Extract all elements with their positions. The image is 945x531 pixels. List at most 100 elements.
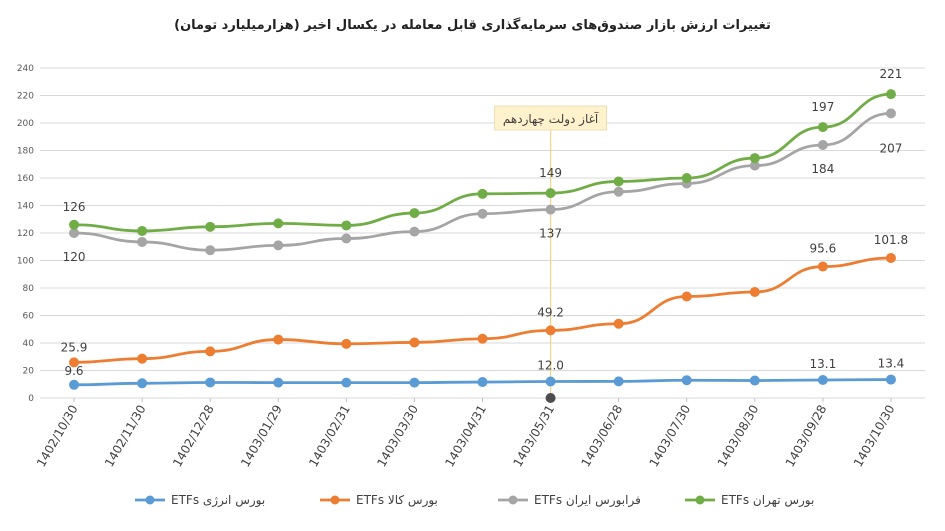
chart-title: تغییرات ارزش بازار صندوق‌های سرمایه‌گذار… — [174, 18, 771, 33]
data-point — [69, 379, 80, 390]
data-point — [885, 374, 896, 385]
x-tick-label: 1403/07/30 — [647, 403, 694, 470]
x-tick-label: 1403/02/31 — [306, 403, 353, 470]
legend-marker — [508, 495, 518, 505]
x-tick-label: 1402/10/30 — [34, 403, 81, 470]
data-label: 101.8 — [874, 233, 908, 247]
y-tick-label: 200 — [17, 119, 34, 129]
data-point — [477, 333, 488, 344]
data-point — [341, 220, 352, 231]
data-point — [341, 233, 352, 244]
data-label: 25.9 — [61, 340, 88, 354]
data-point — [409, 377, 420, 388]
data-point — [613, 318, 624, 329]
data-point — [681, 173, 692, 183]
series-line — [74, 256, 891, 364]
data-label: 13.4 — [878, 357, 905, 371]
x-tick-label: 1402/11/30 — [102, 403, 149, 470]
data-point — [69, 219, 80, 230]
data-label: 95.6 — [810, 242, 837, 256]
legend-marker — [695, 495, 705, 505]
data-point — [545, 204, 556, 215]
data-point — [613, 186, 624, 197]
data-point — [409, 226, 420, 237]
data-point — [477, 188, 488, 199]
y-tick-label: 0 — [28, 394, 34, 404]
data-point — [545, 376, 556, 387]
data-point — [69, 228, 80, 238]
data-label: 120 — [63, 250, 86, 264]
y-tick-label: 60 — [23, 312, 35, 322]
data-point — [749, 153, 760, 164]
data-label: 9.6 — [64, 364, 83, 378]
y-tick-label: 80 — [23, 284, 35, 294]
data-point — [341, 377, 352, 388]
data-label: 207 — [880, 141, 903, 155]
legend-marker — [330, 495, 340, 505]
annotation-box — [494, 105, 607, 131]
data-label: 221 — [880, 67, 903, 81]
data-point — [545, 188, 556, 199]
x-tick-label: 1403/10/30 — [851, 403, 898, 470]
legend-label: ETFs بورس انرژی — [171, 493, 265, 508]
data-label: 126 — [63, 200, 86, 214]
data-point — [137, 378, 148, 389]
y-tick-label: 160 — [17, 174, 34, 184]
data-point — [817, 261, 828, 272]
x-tick-label: 1402/12/28 — [170, 403, 217, 470]
data-label: 184 — [811, 162, 834, 176]
series-line — [74, 111, 891, 252]
data-point — [817, 374, 828, 385]
data-point — [341, 338, 352, 349]
data-point — [749, 375, 760, 386]
data-point — [137, 353, 148, 364]
data-point — [681, 291, 692, 302]
y-tick-label: 20 — [23, 367, 35, 377]
x-tick-label: 1403/06/28 — [579, 403, 626, 470]
x-tick-label: 1403/08/30 — [715, 403, 762, 470]
y-tick-label: 220 — [17, 92, 34, 102]
legend-label: ETFs بورس تهران — [721, 493, 814, 508]
data-point — [885, 108, 896, 119]
data-point — [273, 377, 284, 388]
data-label: 197 — [811, 100, 834, 114]
legend-marker — [145, 495, 155, 505]
data-point — [205, 346, 216, 357]
y-tick-label: 40 — [23, 339, 35, 349]
data-point — [613, 176, 624, 187]
data-point — [545, 325, 556, 336]
data-point — [613, 376, 624, 387]
x-tick-label: 1403/09/28 — [783, 403, 830, 470]
x-tick-label: 1403/03/30 — [374, 403, 421, 470]
data-point — [681, 375, 692, 386]
y-tick-label: 180 — [17, 147, 34, 157]
data-point — [817, 122, 828, 133]
data-point — [273, 218, 284, 229]
data-point — [477, 377, 488, 388]
data-point — [273, 334, 284, 345]
x-tick-label: 1403/04/31 — [442, 403, 489, 470]
data-point — [205, 221, 216, 232]
data-point — [205, 377, 216, 388]
x-tick-label: 1403/01/29 — [238, 403, 285, 470]
data-point — [137, 236, 148, 247]
y-tick-label: 140 — [17, 202, 34, 212]
data-label: 12.0 — [537, 359, 564, 373]
y-tick-label: 120 — [17, 229, 34, 239]
data-point — [477, 208, 488, 219]
data-label: 137 — [539, 227, 562, 241]
data-point — [817, 140, 828, 150]
y-tick-label: 100 — [17, 257, 34, 267]
data-label: 49.2 — [537, 305, 564, 319]
data-point — [69, 357, 80, 368]
legend-label: ETFs فرابورس ایران — [534, 493, 641, 508]
annotation-marker — [545, 393, 556, 403]
data-point — [409, 208, 420, 219]
y-tick-label: 240 — [17, 64, 34, 74]
data-point — [273, 240, 284, 251]
x-tick-label: 1403/05/31 — [510, 403, 557, 470]
legend-label: ETFs بورس کالا — [356, 493, 438, 508]
data-point — [885, 89, 896, 100]
